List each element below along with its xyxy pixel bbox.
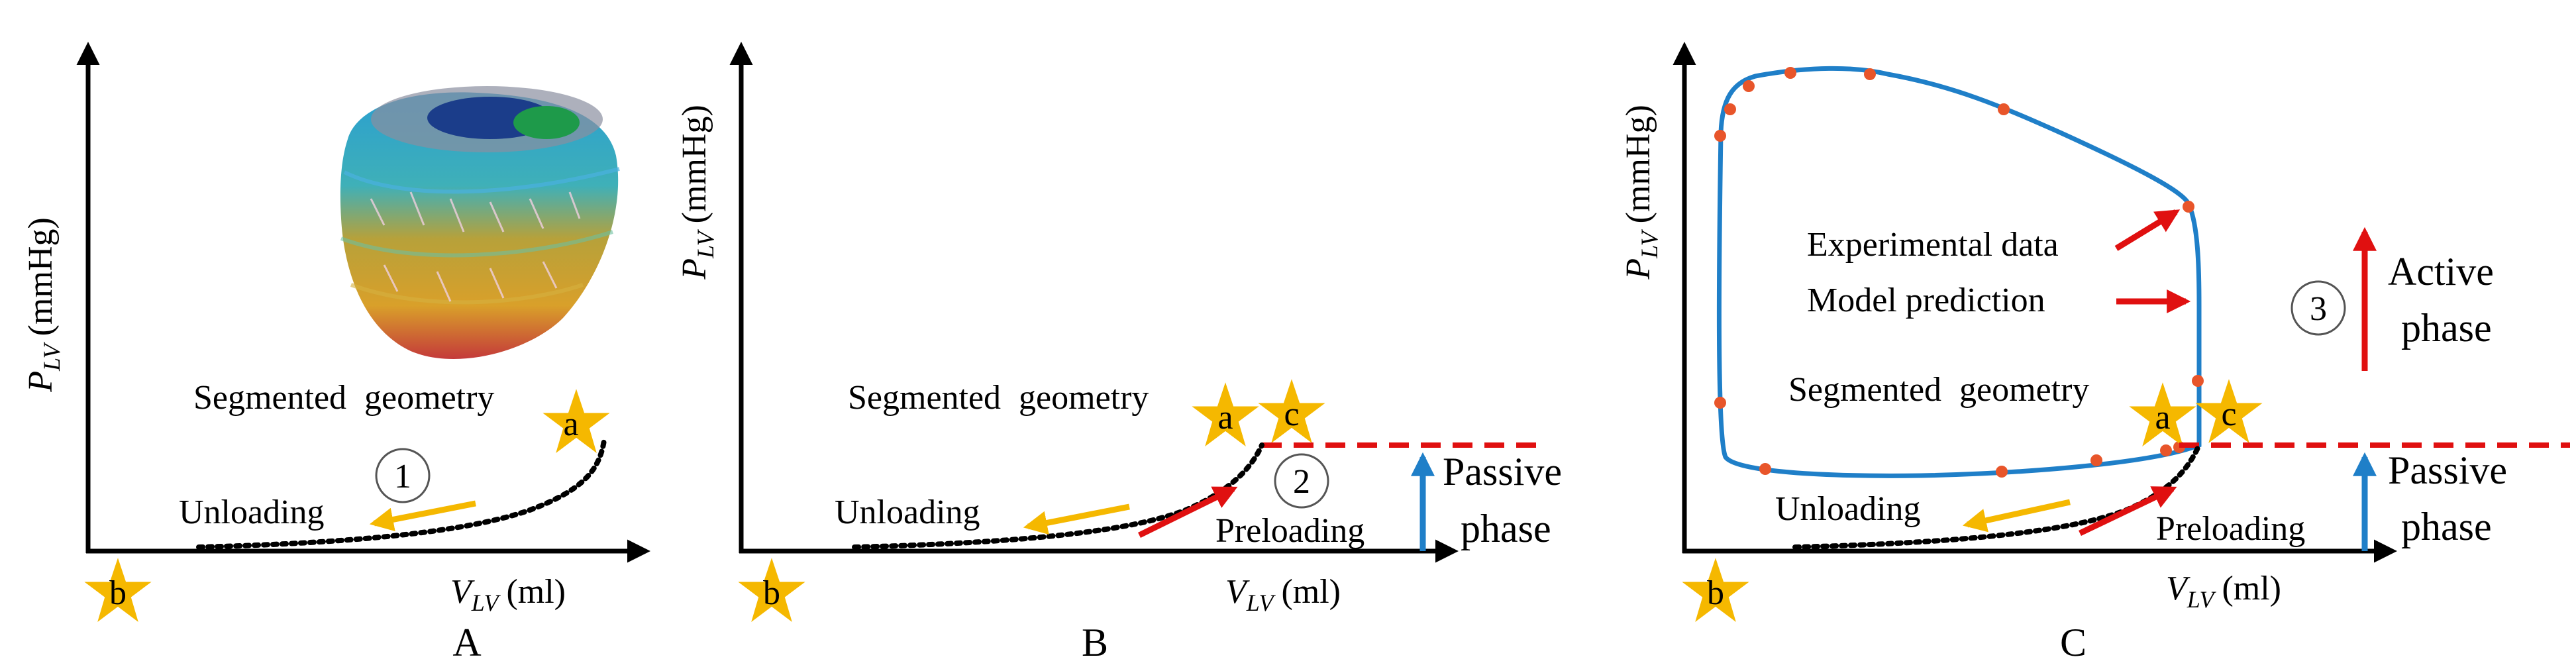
passive-phase-label-line2: phase <box>1461 507 1551 550</box>
active-phase-label-line2: phase <box>2401 306 2492 350</box>
data-point <box>2183 201 2194 213</box>
experimental-data-label: Experimental data <box>1807 226 2059 264</box>
data-point <box>1996 466 2008 478</box>
step-number-circle <box>375 448 431 503</box>
unloading-arrow <box>1023 503 1130 535</box>
panel-caption: B <box>1082 621 1108 664</box>
panel-caption: A <box>452 621 481 664</box>
data-point <box>1743 80 1755 92</box>
experimental-data-arrow <box>2114 209 2181 251</box>
step-number-circle <box>1274 453 1329 509</box>
unloading-curve <box>852 442 1264 550</box>
preloading-arrow <box>1138 486 1238 539</box>
unloading-label: Unloading <box>1775 490 1921 528</box>
step-number: 3 <box>2310 290 2327 328</box>
experimental-data-points <box>1714 67 2204 478</box>
star-a-label: a <box>2155 399 2170 437</box>
passive-phase-label-line2: phase <box>2401 505 2492 548</box>
active-phase-label-line1: Active <box>2388 250 2494 293</box>
data-point <box>1759 463 1771 475</box>
x-axis-label: VLV (ml) <box>450 573 566 616</box>
preloading-label: Preloading <box>2156 510 2305 548</box>
data-point <box>2090 454 2102 466</box>
data-point <box>1714 130 1726 142</box>
data-point <box>2160 444 2172 456</box>
segmented-geometry-label: Segmented geometry <box>848 379 1149 417</box>
passive-phase-label-line1: Passive <box>2388 448 2507 492</box>
segmented-geometry-label: Segmented geometry <box>1788 371 2089 409</box>
panel-b: PLV(mmHg) VLV (ml) Segmented geometry a c… <box>676 42 1562 664</box>
passive-phase-label-line1: Passive <box>1443 450 1562 493</box>
step-number-circle <box>2291 280 2346 336</box>
y-axis-label: PLV(mmHg) <box>1620 105 1663 280</box>
star-a-label: a <box>563 405 578 443</box>
preloading-arrow <box>2079 486 2177 537</box>
star-b-label: b <box>1707 574 1724 612</box>
unloading-arrow <box>369 500 476 532</box>
data-point <box>1784 67 1796 79</box>
unloading-curve <box>1792 442 2202 550</box>
star-c-label: c <box>1284 395 1299 433</box>
data-point <box>1864 68 1876 80</box>
data-point <box>2192 375 2204 387</box>
unloading-curve <box>196 438 607 550</box>
step-number: 2 <box>1293 463 1310 501</box>
data-point <box>1998 103 2010 115</box>
unloading-label: Unloading <box>179 493 325 531</box>
unloading-label: Unloading <box>835 493 980 531</box>
star-b-label: b <box>763 574 780 612</box>
heart-mesh-icon <box>340 86 620 359</box>
data-point <box>1724 103 1736 115</box>
unloading-arrow <box>1962 499 2071 533</box>
step-number: 1 <box>394 458 411 495</box>
pv-loop-curve <box>1716 66 2202 478</box>
panel-c: PLV(mmHg) VLV (ml) Experimental data Mod <box>1620 42 2570 664</box>
x-axis-label: VLV (ml) <box>2166 570 2281 613</box>
panel-a: PLV(mmHg) VLV (ml) Segmented geometry a 1… <box>22 42 650 664</box>
panel-caption: C <box>2060 621 2087 664</box>
y-axis-label: PLV(mmHg) <box>22 217 65 393</box>
star-b-label: b <box>109 574 127 612</box>
model-prediction-label: Model prediction <box>1807 282 2045 319</box>
preloading-label: Preloading <box>1215 512 1365 550</box>
x-axis-label: VLV (ml) <box>1225 573 1341 616</box>
y-axis-label: PLV(mmHg) <box>676 105 719 280</box>
data-point <box>1714 397 1726 409</box>
star-c-label: c <box>2221 395 2236 433</box>
star-a-label: a <box>1217 399 1233 437</box>
segmented-geometry-label: Segmented geometry <box>193 379 494 417</box>
